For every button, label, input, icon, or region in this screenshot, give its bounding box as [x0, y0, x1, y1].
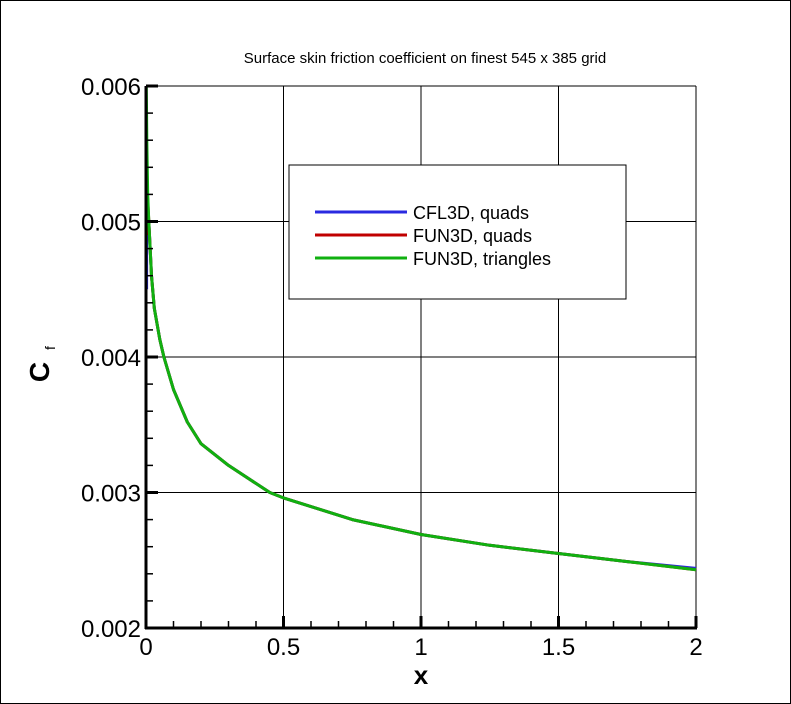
y-axis-label-subscript: f: [42, 346, 58, 350]
axes: [144, 84, 698, 630]
x-tick-label: 1: [414, 634, 427, 661]
x-tick-label: 0: [139, 634, 152, 661]
y-axis-label-main: C: [24, 362, 55, 382]
legend-label-2: FUN3D, triangles: [413, 249, 551, 269]
y-tick-label: 0.003: [81, 481, 141, 508]
legend-box: [288, 164, 627, 300]
y-axis-label: C f: [24, 346, 58, 382]
x-tick-label: 1.5: [542, 634, 575, 661]
series-lines: [144, 85, 697, 572]
x-tick-label: 0.5: [267, 634, 300, 661]
legend: CFL3D, quads FUN3D, quads FUN3D, triangles: [288, 164, 627, 300]
y-tick-label: 0.006: [81, 74, 141, 101]
series-line-2: [144, 85, 697, 572]
legend-label-1: FUN3D, quads: [413, 226, 532, 246]
chart-title: Surface skin friction coefficient on fin…: [244, 50, 606, 67]
tick-labels: 0 0.5 1 1.5 2 0.002 0.003 0.004 0.005 0.006: [81, 74, 703, 661]
x-tick-label: 2: [689, 634, 702, 661]
y-tick-label: 0.002: [81, 616, 141, 643]
y-tick-label: 0.005: [81, 210, 141, 237]
y-tick-label: 0.004: [81, 345, 141, 372]
legend-label-0: CFL3D, quads: [413, 203, 529, 223]
x-axis-label: x: [414, 660, 429, 690]
